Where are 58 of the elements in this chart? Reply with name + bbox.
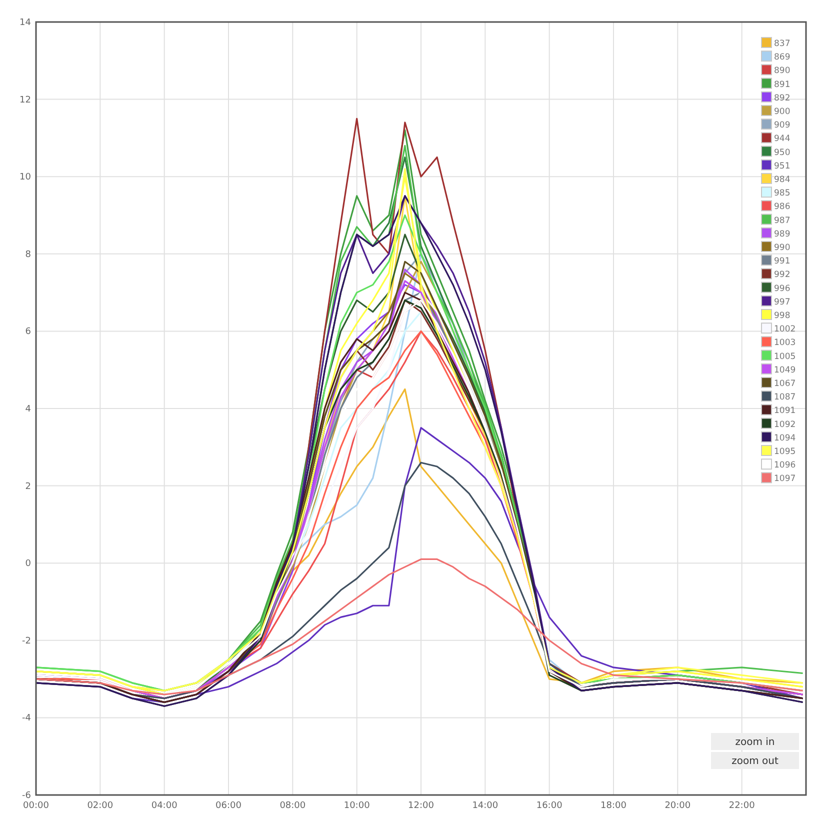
legend-label: 991 — [774, 256, 790, 267]
legend-label: 1067 — [774, 379, 796, 389]
x-tick-label: 20:00 — [664, 801, 691, 811]
legend-label: 984 — [774, 175, 790, 185]
annotation: zoom out — [732, 756, 778, 767]
legend-label: 990 — [774, 243, 790, 253]
y-tick-label: -6 — [22, 791, 32, 801]
legend-label: 1095 — [774, 447, 796, 457]
y-tick-label: -4 — [22, 714, 32, 724]
legend-label: 1091 — [774, 406, 796, 416]
y-tick-label: 0 — [25, 559, 32, 570]
legend-label: 892 — [774, 93, 790, 104]
x-tick-label: 18:00 — [600, 801, 627, 811]
x-tick-label: 22:00 — [728, 801, 756, 811]
x-tick-label: 12:00 — [408, 801, 434, 811]
legend-label: 951 — [774, 161, 790, 172]
x-tick-label: 08:00 — [280, 801, 306, 811]
legend-label: 987 — [774, 216, 790, 226]
legend-label: 1087 — [774, 392, 796, 403]
legend-label: 996 — [774, 284, 790, 294]
y-tick-label: -2 — [22, 636, 31, 646]
x-tick-label: 02:00 — [87, 801, 114, 811]
y-tick-label: 2 — [25, 482, 31, 492]
x-tick-label: 04:00 — [151, 801, 178, 811]
annotation: zoom in — [735, 737, 775, 748]
legend-label: 1097 — [774, 474, 796, 484]
legend-label: 1094 — [774, 433, 796, 444]
legend-label: 869 — [774, 52, 790, 63]
y-tick-label: 4 — [25, 404, 32, 414]
y-tick-label: 6 — [25, 327, 32, 338]
legend-label: 950 — [774, 148, 790, 158]
legend-label: 837 — [774, 39, 790, 49]
legend-label: 1092 — [774, 420, 796, 430]
legend-label: 944 — [774, 134, 790, 144]
legend-label: 997 — [774, 297, 790, 308]
legend-label: 985 — [774, 188, 790, 199]
legend-label: 998 — [774, 311, 790, 321]
x-tick-label: 14:00 — [472, 801, 498, 811]
y-tick-label: 10 — [20, 172, 32, 183]
y-tick-label: 14 — [20, 18, 32, 28]
legend-label: 986 — [774, 202, 790, 212]
legend-label: 890 — [774, 66, 790, 76]
x-tick-label: 10:00 — [344, 801, 370, 811]
x-tick-label: 06:00 — [216, 801, 242, 811]
y-tick-label: 12 — [20, 95, 31, 106]
legend-label: 989 — [774, 229, 790, 240]
x-tick-label: 16:00 — [536, 801, 563, 811]
legend-label: 909 — [774, 120, 790, 131]
legend-label: 1003 — [774, 338, 796, 348]
legend-label: 992 — [774, 270, 790, 280]
y-tick-label: 8 — [25, 250, 32, 260]
legend-label: 1005 — [774, 352, 796, 362]
legend-label: 1049 — [774, 365, 796, 376]
x-tick-label: 00:00 — [23, 801, 50, 811]
legend-label: 891 — [774, 80, 790, 90]
legend-label: 1002 — [774, 324, 796, 335]
legend-label: 1096 — [774, 460, 796, 471]
legend-label: 900 — [774, 107, 790, 117]
